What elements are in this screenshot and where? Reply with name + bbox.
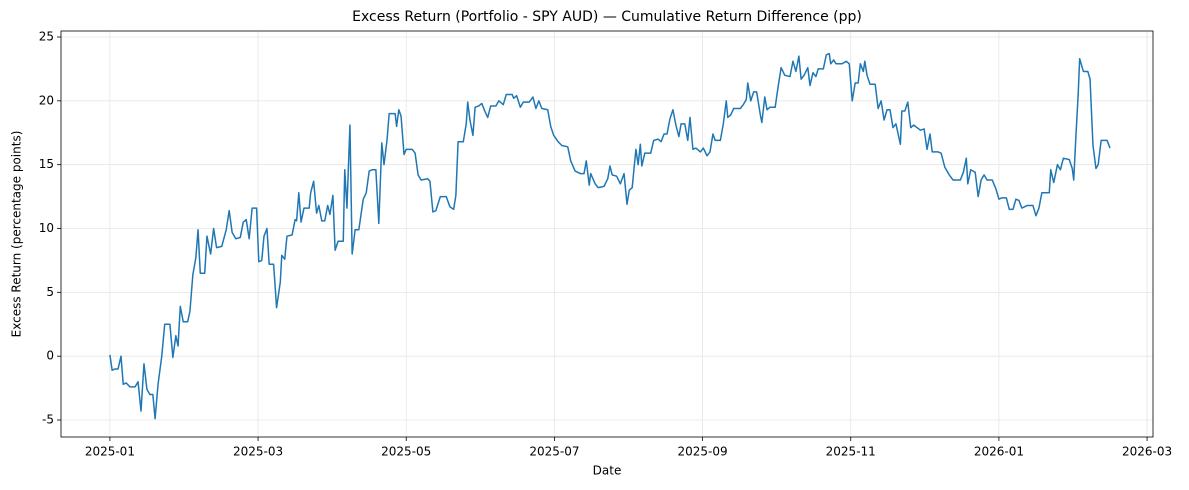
x-tick-label: 2025-03 [233, 445, 283, 459]
y-tick-label: 15 [39, 157, 54, 171]
y-tick-label: 20 [39, 93, 54, 107]
x-tick-label: 2026-03 [1122, 445, 1172, 459]
x-tick-label: 2025-07 [529, 445, 579, 459]
x-tick-label: 2026-01 [974, 445, 1024, 459]
plot-frame [60, 30, 1154, 438]
data-line [109, 52, 1111, 420]
y-tick-label: 25 [39, 30, 54, 44]
x-tick-label: 2025-11 [826, 445, 876, 459]
x-tick-label: 2025-09 [677, 445, 727, 459]
y-tick-label: 5 [46, 285, 54, 299]
x-tick-label: 2025-01 [85, 445, 135, 459]
y-axis-label: Excess Return (percentage points) [10, 131, 24, 338]
y-tick-label: -5 [42, 413, 54, 427]
chart-title: Excess Return (Portfolio - SPY AUD) — Cu… [352, 9, 862, 25]
y-tick-label: 10 [39, 221, 54, 235]
x-axis-label: Date [593, 464, 622, 478]
y-tick-label: 0 [46, 349, 54, 363]
x-tick-label: 2025-05 [381, 445, 431, 459]
